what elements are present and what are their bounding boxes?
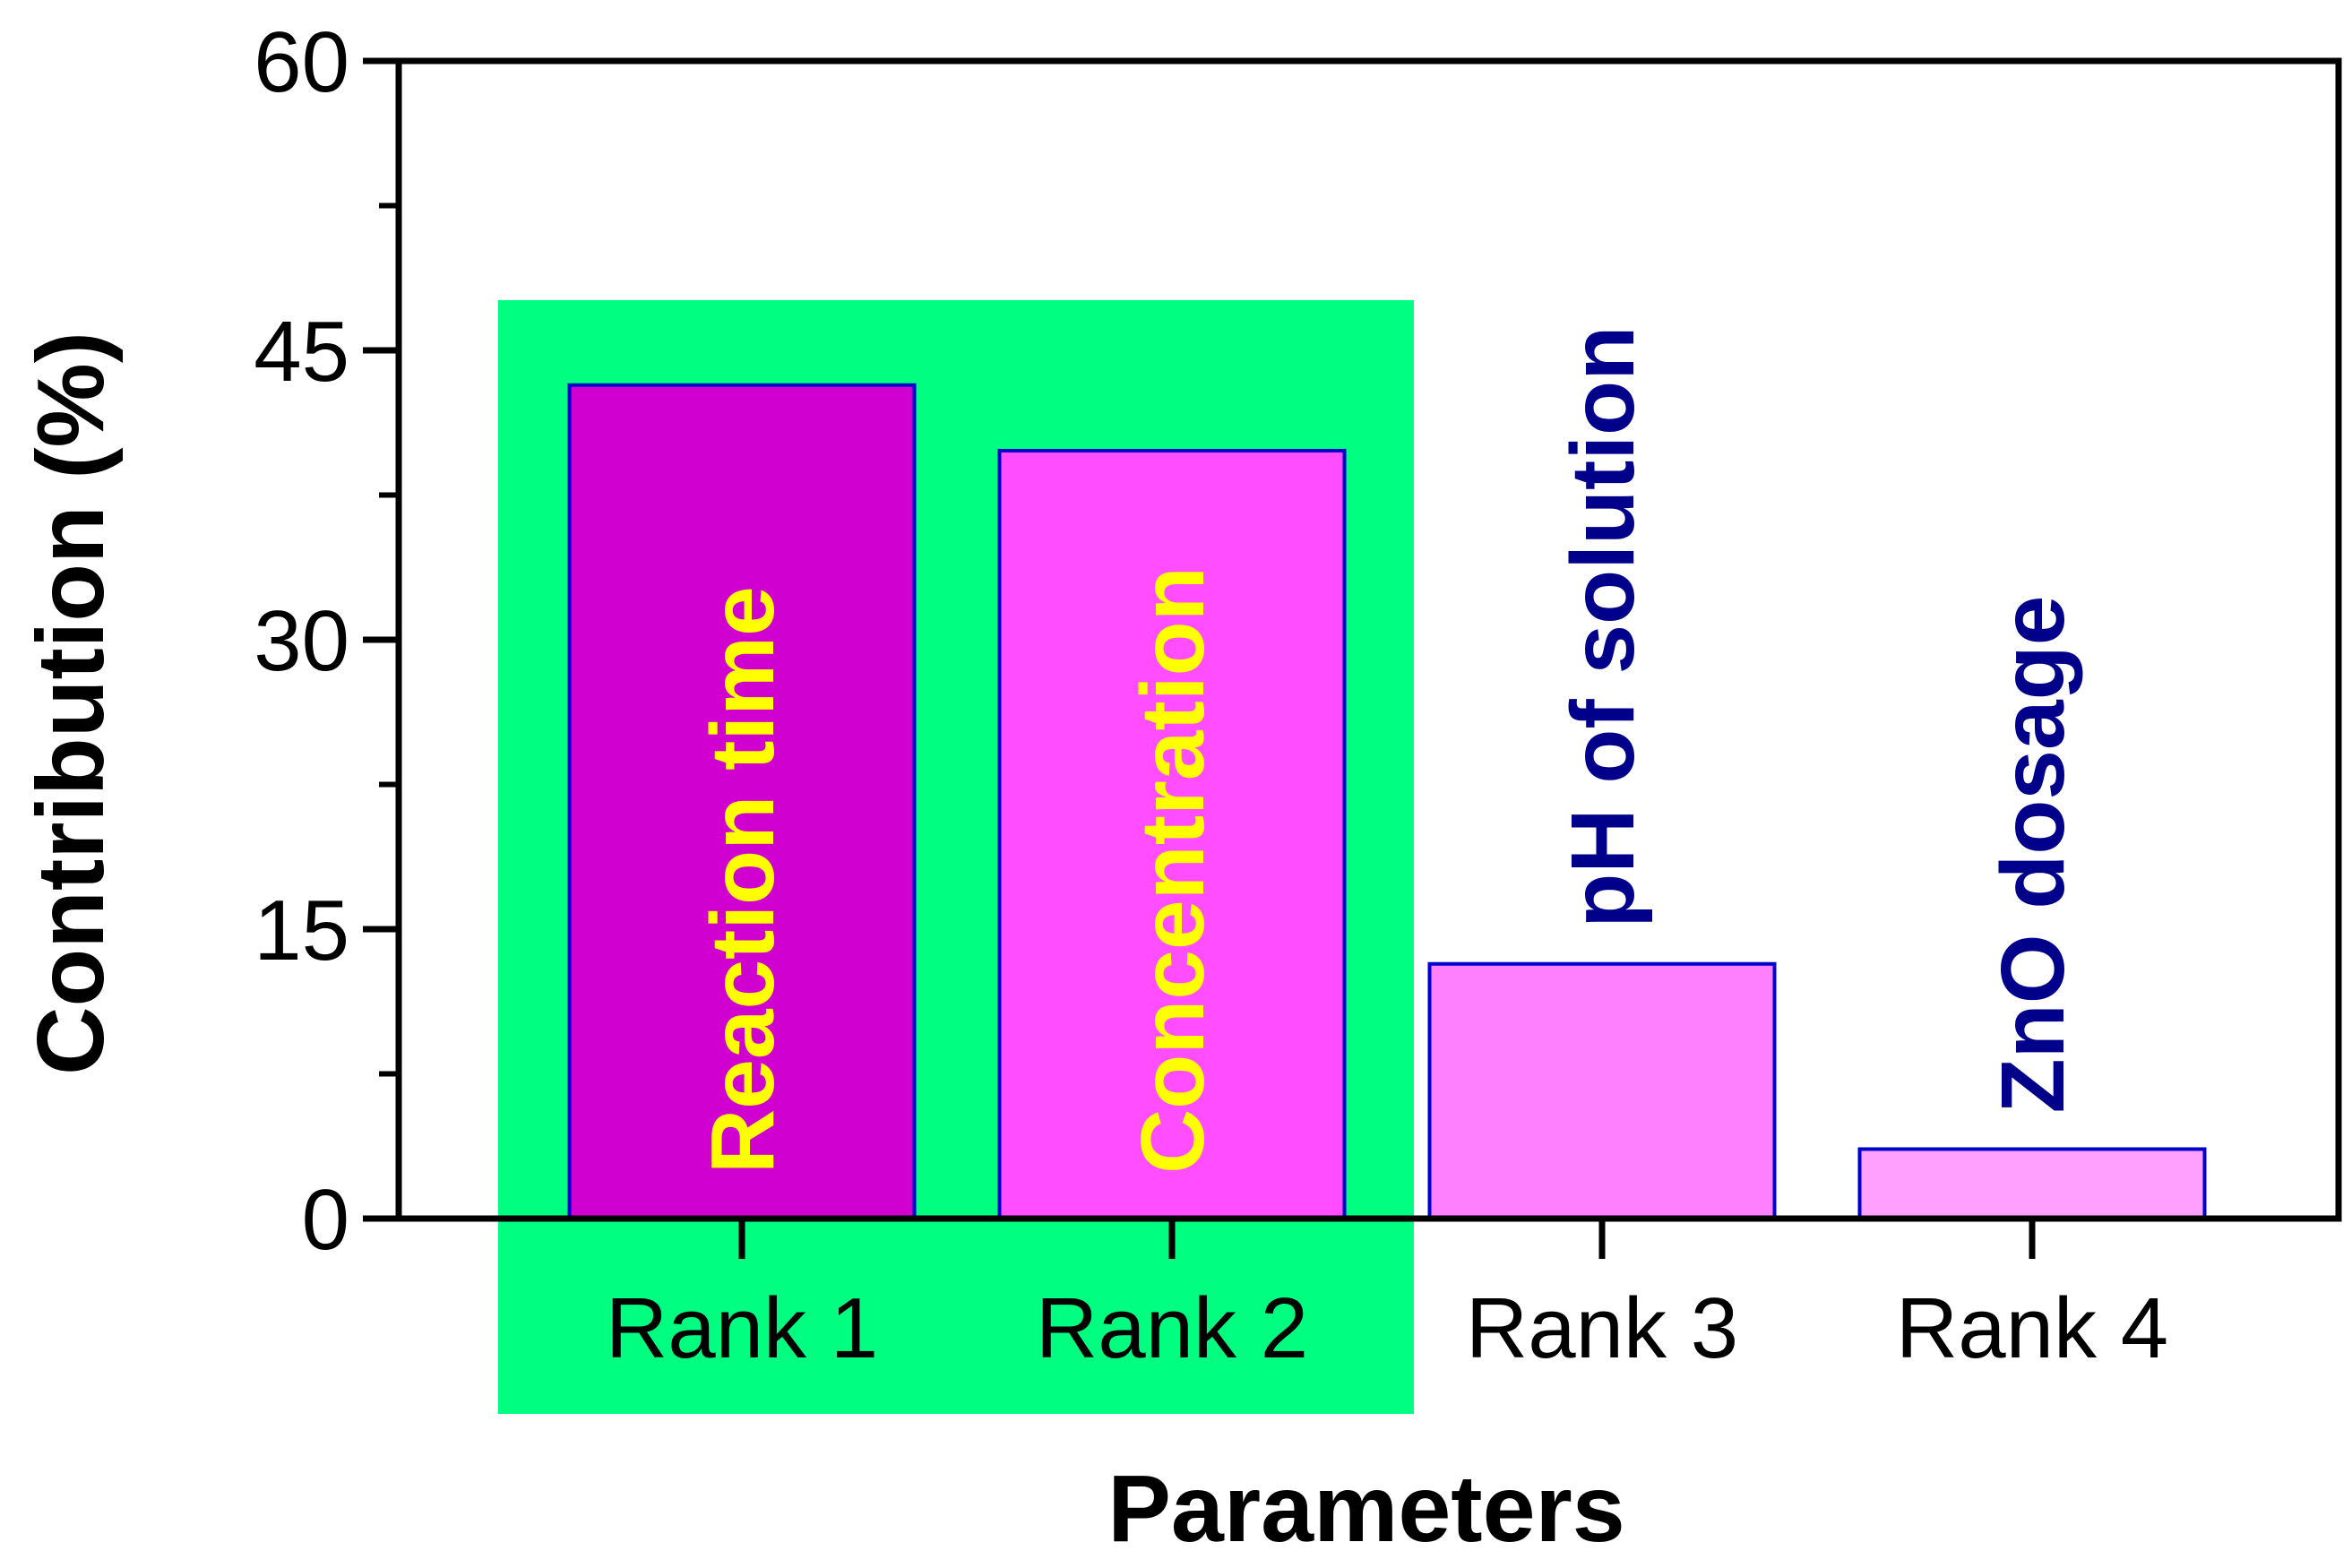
bar-1	[567, 383, 917, 1220]
x-tick-label: Rank 2	[1036, 1280, 1308, 1376]
labels-layer: Reaction time Concentration pH of solution…	[693, 326, 2083, 1174]
bar-3	[1427, 961, 1777, 1220]
axes-layer: 0 15 30 45 60 Rank 1 Rank 2 Rank 3 Rank 4	[254, 14, 2342, 1376]
x-axis-title: Parameters	[1107, 1456, 1625, 1562]
bar-label-2: Concentration	[1123, 566, 1223, 1174]
bar-4	[1857, 1147, 2207, 1220]
y-tick-label: 0	[302, 1172, 349, 1268]
x-tick-label: Rank 4	[1896, 1280, 2168, 1376]
y-tick-label: 45	[254, 304, 349, 400]
y-tick-label: 60	[254, 14, 349, 110]
bar-label-1: Reaction time	[693, 586, 793, 1174]
bar-label-4: ZnO dosage	[1983, 596, 2083, 1114]
bars-layer	[567, 383, 2207, 1220]
bar-2	[997, 448, 1347, 1220]
x-tick-label: Rank 1	[606, 1280, 878, 1376]
bar-label-3: pH of solution	[1553, 326, 1653, 928]
x-tick-label: Rank 3	[1466, 1280, 1738, 1376]
y-tick-label: 30	[254, 593, 349, 689]
y-axis-title: Contribution (%)	[18, 332, 124, 1075]
y-tick-label: 15	[254, 883, 349, 978]
